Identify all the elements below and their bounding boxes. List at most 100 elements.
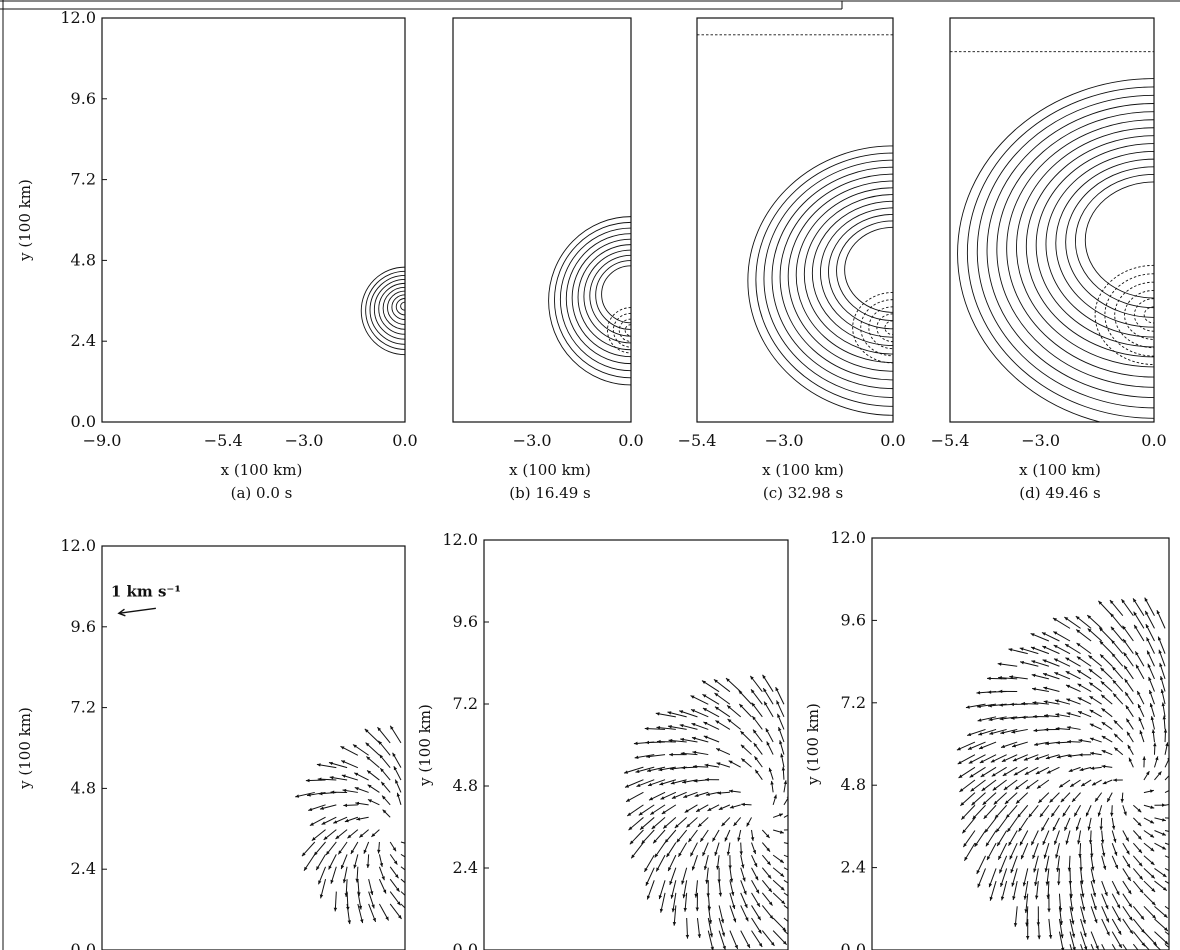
x-tick-label: −9.0 [83,431,122,450]
y-tick-label: 4.8 [71,778,96,797]
wind-vector-head [1024,909,1028,914]
wind-vector-head [1013,771,1018,776]
wind-vector-head [732,918,737,923]
contour-line-negative [860,299,893,357]
wind-vector-head [1044,727,1049,732]
wind-vector-head [738,690,743,695]
wind-vector [400,903,405,909]
wind-vector-head [957,760,962,765]
wind-vector-head [1008,841,1012,846]
contour-line [967,86,1154,419]
wind-vector-head [1039,813,1044,818]
contour-line [747,145,893,416]
wind-vector-head [385,916,389,921]
wind-vector-head [792,857,796,860]
wind-vector-head [1078,853,1082,858]
y-tick-label: 9.6 [841,610,866,629]
wind-vector-head [1122,625,1127,630]
wind-vector-head [1013,923,1018,927]
panels-group: 0.0 2.4 4.8 7.2 9.6 12.0 −9.0 −5.4 −3.0 0.0 x (100… [16,8,1178,950]
wind-vector-head [367,784,372,789]
panel-d: −5.4 −3.0 0.0 x (100 km) (d) 49.46 s [931,17,1167,502]
wind-vector-head [378,740,383,745]
wind-vector-head [1174,831,1178,834]
wind-vector-head [783,780,788,785]
wind-vector-head [1093,905,1097,910]
wind-vector-head [396,792,401,797]
wind-vector-head [763,688,767,693]
contour-line [844,226,893,313]
plot-area-f [623,674,796,950]
wind-vector-head [1001,744,1006,749]
wind-vector-head [1076,643,1081,647]
wind-vector-head [659,782,664,786]
contour-line [811,200,893,347]
wind-vector-head [726,851,731,856]
wind-vector-head [1009,675,1014,679]
wind-vector-head [728,760,733,764]
wind-vector-head [984,828,989,833]
wind-vector-head [717,791,722,795]
wind-vector-head [353,864,357,869]
wind-vector-head [778,813,783,817]
wind-vector-head [967,746,972,750]
contour-line [1084,181,1154,299]
wind-vector-head [1124,678,1129,683]
contour-line-negative [607,307,631,354]
wind-vector-head [999,703,1003,707]
wind-vector-head [1174,859,1178,862]
contour-line [795,187,893,364]
wind-vector [1122,943,1128,950]
wind-vector-head [355,878,359,883]
wind-vector-head [1137,822,1142,827]
wind-vector [1164,867,1169,872]
wind-vector-head [313,851,318,856]
wind-vector-head [1076,629,1081,634]
wind-vector-head [666,853,670,858]
wind-vector-head [1165,742,1169,747]
wind-vector-head [1169,771,1173,775]
wind-vector-head [664,839,669,843]
wind-vector-head [1082,919,1086,924]
wind-vector-head [644,867,648,872]
wind-vector-head [779,740,783,745]
wind-vector-head [1101,764,1106,769]
wind-vector-head [716,865,720,870]
y-tick-label: 12.0 [60,8,96,27]
wind-vector-head [1161,818,1166,822]
wind-vector-head [976,869,980,874]
wind-vector-head [1075,616,1080,620]
wind-vector-head [344,893,349,897]
wind-vector-head [333,820,338,824]
wind-vector-head [1129,929,1133,934]
wind-vector-head [992,786,997,791]
wind-vector-head [1147,663,1151,668]
wind-vector-head [1025,922,1029,927]
panel-g: 0.0 2.4 4.8 7.2 9.6 12.0 y (100 km) [804,528,1178,950]
wind-vector-head [1056,740,1060,745]
wind-vector-head [959,788,964,792]
wind-vector [783,879,788,884]
wind-vector-head [1036,922,1041,926]
wind-vector-head [1066,725,1071,730]
contour-line [601,265,631,324]
contour-line [755,152,893,407]
wind-vector-head [1138,717,1142,722]
wind-vector-head [1072,946,1076,950]
wind-vector-head [1025,936,1030,940]
wind-vector-head [1171,787,1175,790]
wind-vector-head [367,770,371,775]
wind-vector-head [1065,840,1069,845]
contour-line-negative [612,312,631,348]
wind-vector-head [1009,855,1013,860]
wind-vector [1101,944,1106,950]
wind-vector-head [739,703,744,708]
wind-vector-head [1055,713,1060,717]
wind-vector-head [1020,660,1025,665]
wind-vector-head [1010,716,1015,720]
wind-vector-head [321,821,326,825]
wind-vector-head [691,866,696,871]
wind-vector-head [702,852,706,857]
wind-vector-head [710,946,714,950]
wind-vector-head [1056,867,1060,872]
